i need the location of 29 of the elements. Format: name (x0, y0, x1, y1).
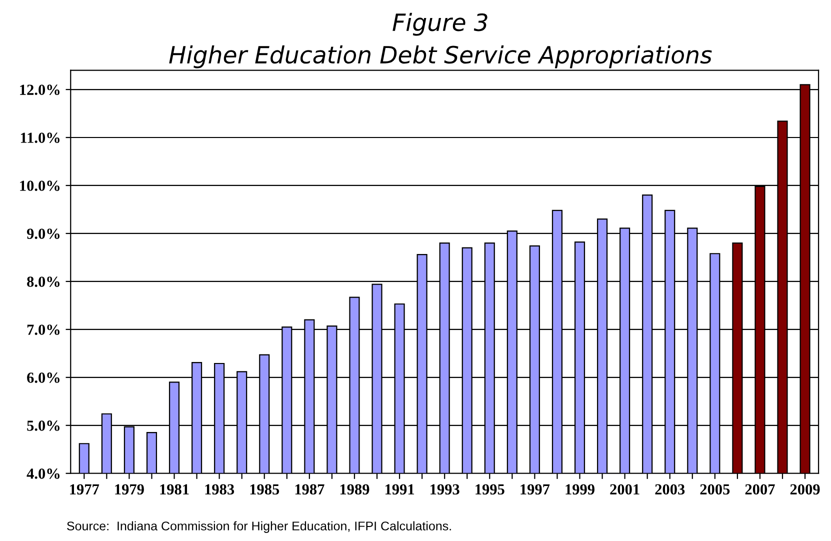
x-tick-label: 2003 (655, 484, 685, 495)
chart-subtitle: Higher Education Debt Service Appropriations (169, 45, 712, 68)
x-tick-label: 1991 (385, 484, 414, 495)
source-note: Source: Indiana Commission for Higher Education, IFPI Calculations. (67, 521, 451, 533)
y-tick-label: 12.0% (20, 84, 60, 96)
y-tick-label: 11.0% (20, 132, 60, 144)
x-tick-label: 1985 (250, 484, 280, 495)
y-tick-label: 7.0% (27, 324, 60, 335)
y-tick-label: 8.0% (27, 276, 60, 287)
y-tick-label: 6.0% (27, 372, 60, 383)
chart-title: Figure 3 (392, 12, 488, 36)
x-tick-label: 1999 (566, 484, 594, 495)
x-tick-label: 1979 (115, 484, 144, 495)
x-tick-label: 2001 (610, 484, 640, 495)
y-tick-label: 9.0% (26, 228, 60, 239)
y-tick-label: 10.0% (20, 180, 60, 192)
x-tick-label: 1993 (430, 484, 460, 495)
x-tick-label: 2005 (700, 484, 730, 495)
x-tick-label: 1977 (70, 484, 100, 495)
x-tick-label: 1987 (295, 484, 324, 495)
x-tick-label: 1989 (340, 484, 370, 495)
x-tick-label: 1983 (205, 484, 234, 495)
x-tick-label: 2009 (790, 484, 820, 495)
y-tick-label: 4.0% (26, 468, 60, 479)
y-tick-label: 5.0% (27, 420, 60, 431)
x-tick-label: 1997 (520, 484, 550, 495)
x-tick-label: 1995 (476, 484, 504, 495)
x-tick-label: 1981 (160, 484, 189, 495)
x-tick-label: 2007 (745, 484, 775, 495)
